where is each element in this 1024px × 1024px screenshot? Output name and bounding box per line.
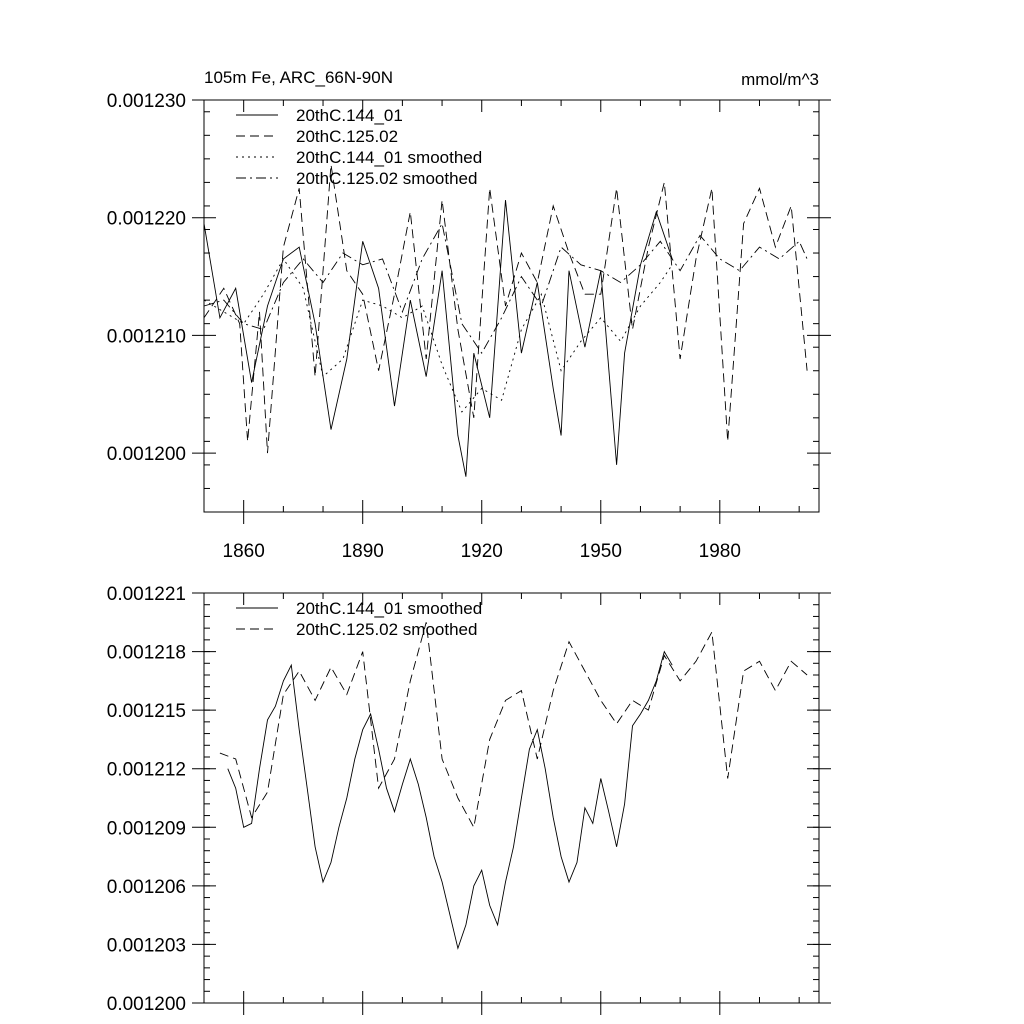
top-title: 105m Fe, ARC_66N-90N	[204, 68, 393, 87]
y-tick-label: 0.001200	[107, 994, 186, 1015]
x-tick-label: 1980	[699, 541, 741, 562]
y-tick-label: 0.001212	[107, 760, 186, 781]
x-tick-label: 1860	[223, 541, 265, 562]
top-panel: 105m Fe, ARC_66N-90N mmol/m^3 1860 1890 19…	[107, 68, 831, 562]
legend-label: 20thC.125.02 smoothed	[296, 169, 477, 188]
legend-label: 20thC.144_01 smoothed	[296, 148, 482, 167]
series-line	[203, 200, 673, 477]
legend-label: 20thC.125.02	[296, 127, 398, 146]
legend-label: 20thC.125.02 smoothed	[296, 620, 477, 639]
x-tick-label: 1920	[461, 541, 503, 562]
y-tick-label: 0.001210	[107, 326, 186, 347]
x-tick-label: 1950	[580, 541, 622, 562]
legend-label: 20thC.144_01	[296, 106, 403, 125]
series-line	[203, 222, 808, 354]
y-tick-label: 0.001218	[107, 643, 186, 664]
plot-frame	[203, 592, 820, 1004]
series-line	[203, 258, 673, 413]
y-tick-label: 0.001206	[107, 877, 186, 898]
y-tick-label: 0.001200	[107, 444, 186, 465]
y-tick-label: 0.001221	[107, 584, 186, 605]
bottom-panel: 0.001200 0.001203 0.001206 0.001209 0.001212…	[107, 584, 831, 1015]
y-tick-label: 0.001209	[107, 818, 186, 839]
y-tick-label: 0.001230	[107, 91, 186, 112]
series-line	[219, 622, 808, 829]
y-tick-label: 0.001203	[107, 935, 186, 956]
top-units: mmol/m^3	[741, 70, 819, 89]
y-tick-label: 0.001215	[107, 701, 186, 722]
x-tick-label: 1890	[342, 541, 384, 562]
series-line	[203, 164, 808, 454]
series-line	[227, 650, 673, 950]
y-tick-label: 0.001220	[107, 209, 186, 230]
legend-label: 20thC.144_01 smoothed	[296, 599, 482, 618]
